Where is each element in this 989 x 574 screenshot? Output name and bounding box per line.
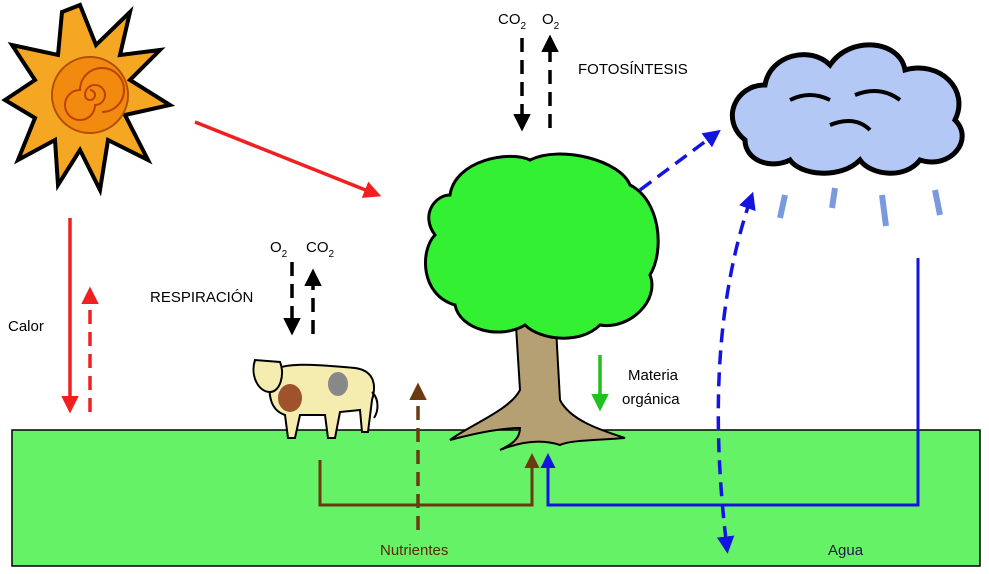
gas-label: O2 <box>270 239 288 260</box>
evaporation-arrow <box>716 191 756 554</box>
sun <box>1 2 176 197</box>
respiration-label: RESPIRACIÓN <box>150 289 253 306</box>
nutrients-label: Nutrientes <box>380 542 448 559</box>
organic-matter-label: Materia <box>628 367 679 384</box>
photosynthesis-label: FOTOSÍNTESIS <box>578 61 688 78</box>
sunlight-arrow <box>194 120 382 198</box>
gas-label: CO2 <box>306 239 335 260</box>
transpiration-arrow <box>638 129 721 192</box>
nutrient-arrow <box>318 453 540 507</box>
ground <box>11 429 981 567</box>
cloud <box>729 42 965 227</box>
cow <box>252 358 379 439</box>
heat-label: Calor <box>8 318 44 335</box>
organic-matter-label: orgánica <box>622 391 680 408</box>
tree <box>424 152 660 451</box>
water-label: Agua <box>828 542 864 559</box>
water-arrow <box>540 258 920 507</box>
gas-label: O2 <box>542 11 560 32</box>
gas-label: CO2 <box>498 11 527 32</box>
